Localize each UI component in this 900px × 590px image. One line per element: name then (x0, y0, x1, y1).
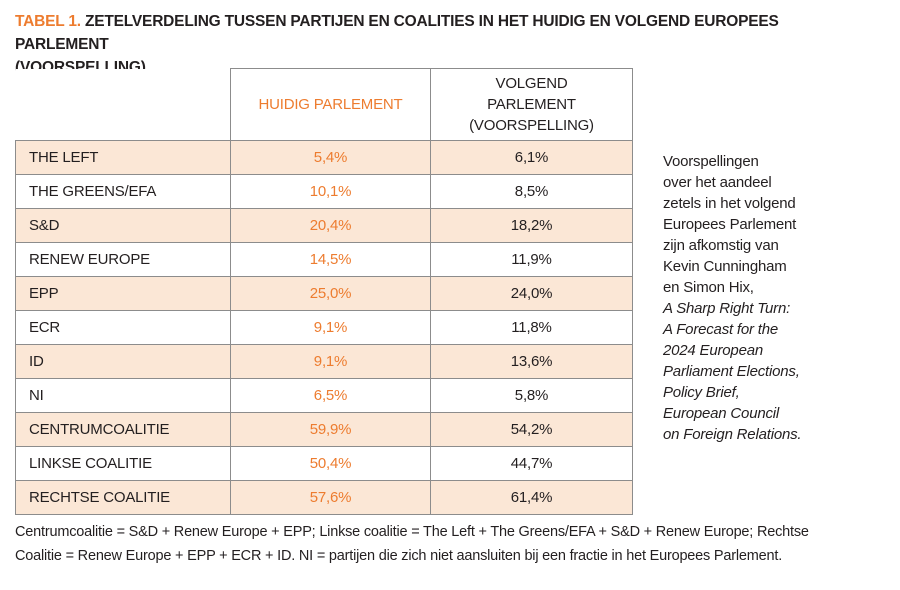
note-line-publication-title: Policy Brief, (663, 384, 740, 401)
current-value: 6,5% (230, 378, 431, 413)
current-value: 5,4% (230, 140, 431, 175)
note-line-publication-title: 2024 European (663, 342, 763, 359)
row-label: NI (15, 378, 231, 413)
table-row: THE GREENS/EFA 10,1% 8,5% (15, 174, 633, 209)
table-row: CENTRUMCOALITIE 59,9% 54,2% (15, 412, 633, 447)
note-line: Kevin Cunningham (663, 258, 787, 275)
table-row: THE LEFT 5,4% 6,1% (15, 140, 633, 175)
note-line: over het aandeel (663, 174, 772, 191)
next-value: 13,6% (430, 344, 633, 379)
note-line: Europees Parlement (663, 216, 797, 233)
next-value: 18,2% (430, 208, 633, 243)
footnote: Centrumcoalitie = S&D + Renew Europe + E… (15, 524, 809, 564)
table-row: RECHTSE COALITIE 57,6% 61,4% (15, 480, 633, 515)
note-line-publication-title: A Forecast for the (663, 321, 779, 338)
seat-distribution-table: HUIDIG PARLEMENT VOLGEND PARLEMENT (VOOR… (15, 68, 633, 515)
table-row: ID 9,1% 13,6% (15, 344, 633, 379)
table-row: NI 6,5% 5,8% (15, 378, 633, 413)
next-value: 8,5% (430, 174, 633, 209)
column-header-next: VOLGEND PARLEMENT (VOORSPELLING) (430, 68, 633, 141)
current-value: 59,9% (230, 412, 431, 447)
current-value: 25,0% (230, 276, 431, 311)
next-value: 6,1% (430, 140, 633, 175)
note-line-publication-title: A Sharp Right Turn: (663, 300, 791, 317)
table-row: LINKSE COALITIE 50,4% 44,7% (15, 446, 633, 481)
note-line: Voorspellingen (663, 153, 759, 170)
column-header-current: HUIDIG PARLEMENT (230, 68, 431, 141)
table-row: EPP 25,0% 24,0% (15, 276, 633, 311)
row-label: THE GREENS/EFA (15, 174, 231, 209)
current-value: 10,1% (230, 174, 431, 209)
table-title-text: ZETELVERDELING TUSSEN PARTIJEN EN COALIT… (15, 13, 779, 76)
table-title-number: TABEL 1. (15, 13, 81, 30)
row-label: LINKSE COALITIE (15, 446, 231, 481)
note-line: en Simon Hix, (663, 279, 754, 296)
next-value: 11,8% (430, 310, 633, 345)
row-label: EPP (15, 276, 231, 311)
note-line-publication-title: on Foreign Relations. (663, 426, 802, 443)
current-value: 9,1% (230, 344, 431, 379)
row-label: ECR (15, 310, 231, 345)
row-label: THE LEFT (15, 140, 231, 175)
next-value: 11,9% (430, 242, 633, 277)
next-value: 54,2% (430, 412, 633, 447)
note-line-publication-title: Parliament Elections, (663, 363, 800, 380)
row-label: CENTRUMCOALITIE (15, 412, 231, 447)
header-corner-cell (15, 68, 231, 141)
next-value: 44,7% (430, 446, 633, 481)
note-line: zetels in het volgend (663, 195, 796, 212)
header-row: HUIDIG PARLEMENT VOLGEND PARLEMENT (VOOR… (15, 68, 633, 141)
table-row: S&D 20,4% 18,2% (15, 208, 633, 243)
source-note: Voorspellingen over het aandeel zetels i… (663, 151, 895, 445)
row-label: ID (15, 344, 231, 379)
table-row: ECR 9,1% 11,8% (15, 310, 633, 345)
next-value: 5,8% (430, 378, 633, 413)
row-label: S&D (15, 208, 231, 243)
current-value: 9,1% (230, 310, 431, 345)
current-value: 50,4% (230, 446, 431, 481)
current-value: 14,5% (230, 242, 431, 277)
row-label: RENEW EUROPE (15, 242, 231, 277)
current-value: 20,4% (230, 208, 431, 243)
row-label: RECHTSE COALITIE (15, 480, 231, 515)
current-value: 57,6% (230, 480, 431, 515)
table-row: RENEW EUROPE 14,5% 11,9% (15, 242, 633, 277)
next-value: 61,4% (430, 480, 633, 515)
note-line-publication-title: European Council (663, 405, 780, 422)
note-line: zijn afkomstig van (663, 237, 779, 254)
next-value: 24,0% (430, 276, 633, 311)
